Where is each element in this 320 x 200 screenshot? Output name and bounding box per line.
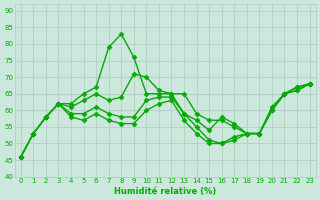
- X-axis label: Humidité relative (%): Humidité relative (%): [114, 187, 216, 196]
